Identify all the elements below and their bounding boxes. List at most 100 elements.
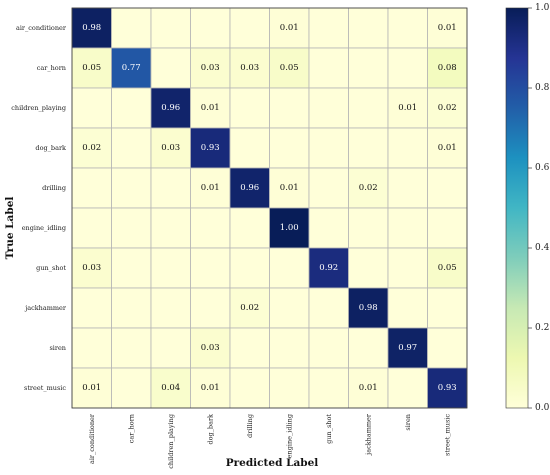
heatmap-cell xyxy=(71,7,112,49)
heatmap-cell xyxy=(348,47,389,89)
heatmap-cell xyxy=(348,287,389,329)
heatmap-cell xyxy=(348,7,389,49)
heatmap-cell xyxy=(190,287,231,329)
heatmap-cell xyxy=(111,207,152,249)
cell-value-label: 0.92 xyxy=(319,263,338,273)
cell-value-label: 0.02 xyxy=(240,303,259,313)
heatmap-cell xyxy=(111,127,152,169)
cell-value-label: 0.04 xyxy=(161,383,180,393)
heatmap-cell xyxy=(387,127,428,169)
heatmap-cell xyxy=(348,367,389,409)
cell-value-label: 0.03 xyxy=(201,63,220,73)
cell-value-label: 0.77 xyxy=(122,63,141,73)
heatmap-cell xyxy=(190,7,231,49)
x-tick-label: car_horn xyxy=(127,414,135,443)
colorbar-tick-label: 0.2 xyxy=(535,323,549,333)
colorbar-tick-label: 1.0 xyxy=(535,3,550,13)
heatmap-cell xyxy=(150,87,191,129)
cell-value-label: 0.01 xyxy=(280,23,299,33)
y-tick-labels: air_conditioner car_horn children_playingd… xyxy=(11,24,67,392)
cell-value-label: 0.01 xyxy=(201,103,220,113)
heatmap-cell xyxy=(308,207,349,249)
colorbar-tick-label: 0.4 xyxy=(535,243,550,253)
heatmap-cell xyxy=(190,247,231,289)
y-tick-label: children_playing xyxy=(11,104,66,112)
heatmap-cell xyxy=(111,87,152,129)
heatmap-cell xyxy=(427,327,468,369)
heatmap-cells xyxy=(71,7,468,409)
y-tick-label: car_horn xyxy=(37,64,66,72)
colorbar: 0.0 0.2 0.4 0.6 0.8 1.0 xyxy=(505,3,550,413)
heatmap-border xyxy=(71,7,468,409)
x-tick-label: engine_idling xyxy=(285,414,293,458)
x-tick-label: siren xyxy=(404,414,412,431)
heatmap-cell xyxy=(269,47,310,89)
heatmap-cell xyxy=(348,247,389,289)
heatmap-cell xyxy=(427,167,468,209)
heatmap-cell xyxy=(111,247,152,289)
heatmap-cell xyxy=(71,247,112,289)
heatmap-cell xyxy=(348,327,389,369)
cell-value-label: 0.93 xyxy=(201,143,220,153)
colorbar-tick-label: 0.8 xyxy=(535,83,550,93)
cell-value-label: 0.02 xyxy=(438,103,457,113)
heatmap-cell xyxy=(427,127,468,169)
x-tick-label: children_playing xyxy=(167,414,175,469)
heatmap-cell xyxy=(269,7,310,49)
cell-value-label: 0.03 xyxy=(201,343,220,353)
heatmap-cell xyxy=(348,207,389,249)
heatmap-cell xyxy=(308,167,349,209)
x-axis-title: Predicted Label xyxy=(226,457,319,469)
heatmap-cell xyxy=(308,367,349,409)
heatmap-cell xyxy=(190,47,231,89)
heatmap-cell xyxy=(190,327,231,369)
heatmap-cell xyxy=(71,87,112,129)
heatmap-cell xyxy=(308,327,349,369)
cell-value-label: 0.01 xyxy=(201,383,220,393)
heatmap-cell xyxy=(229,247,270,289)
y-tick-label: street_music xyxy=(24,384,66,392)
y-tick-label: dog_bark xyxy=(35,144,66,152)
heatmap-cell xyxy=(269,207,310,249)
heatmap-cell xyxy=(427,207,468,249)
cell-value-label: 0.98 xyxy=(82,23,101,33)
heatmap-cell xyxy=(111,367,152,409)
x-tick-label: drilling xyxy=(246,414,254,438)
y-tick-label: engine_idling xyxy=(22,224,66,232)
heatmap-cell xyxy=(111,7,152,49)
cell-value-label: 0.08 xyxy=(438,63,457,73)
heatmap-cell xyxy=(308,7,349,49)
cell-value-label: 0.03 xyxy=(82,263,101,273)
heatmap-cell xyxy=(229,207,270,249)
cell-value-label: 0.01 xyxy=(82,383,101,393)
heatmap-cell xyxy=(229,287,270,329)
colorbar-ticks: 0.0 0.2 0.4 0.6 0.8 1.0 xyxy=(528,3,550,413)
heatmap-cell xyxy=(269,127,310,169)
heatmap-cell xyxy=(427,247,468,289)
heatmap-cell xyxy=(348,167,389,209)
colorbar-tick-label: 0.0 xyxy=(535,403,550,413)
x-tick-label: street_music xyxy=(443,414,451,456)
heatmap-cell xyxy=(71,167,112,209)
heatmap-cell xyxy=(150,327,191,369)
heatmap-cell xyxy=(150,167,191,209)
heatmap-cell xyxy=(387,287,428,329)
heatmap-cell xyxy=(308,247,349,289)
cell-value-label: 0.96 xyxy=(240,183,259,193)
cell-value-label: 0.97 xyxy=(398,343,417,353)
cell-value-label: 0.03 xyxy=(240,63,259,73)
heatmap-cell xyxy=(308,47,349,89)
y-tick-label: drilling xyxy=(42,184,66,192)
heatmap-cell xyxy=(387,47,428,89)
cell-value-label: 0.01 xyxy=(438,143,457,153)
cell-value-label: 0.01 xyxy=(201,183,220,193)
y-tick-label: air_conditioner xyxy=(16,24,67,32)
heatmap-cell xyxy=(387,207,428,249)
heatmap-cell xyxy=(150,207,191,249)
heatmap-cell xyxy=(229,167,270,209)
cell-value-label: 0.02 xyxy=(82,143,101,153)
heatmap-cell xyxy=(150,287,191,329)
heatmap-cell xyxy=(71,207,112,249)
colorbar-gradient xyxy=(505,7,529,409)
